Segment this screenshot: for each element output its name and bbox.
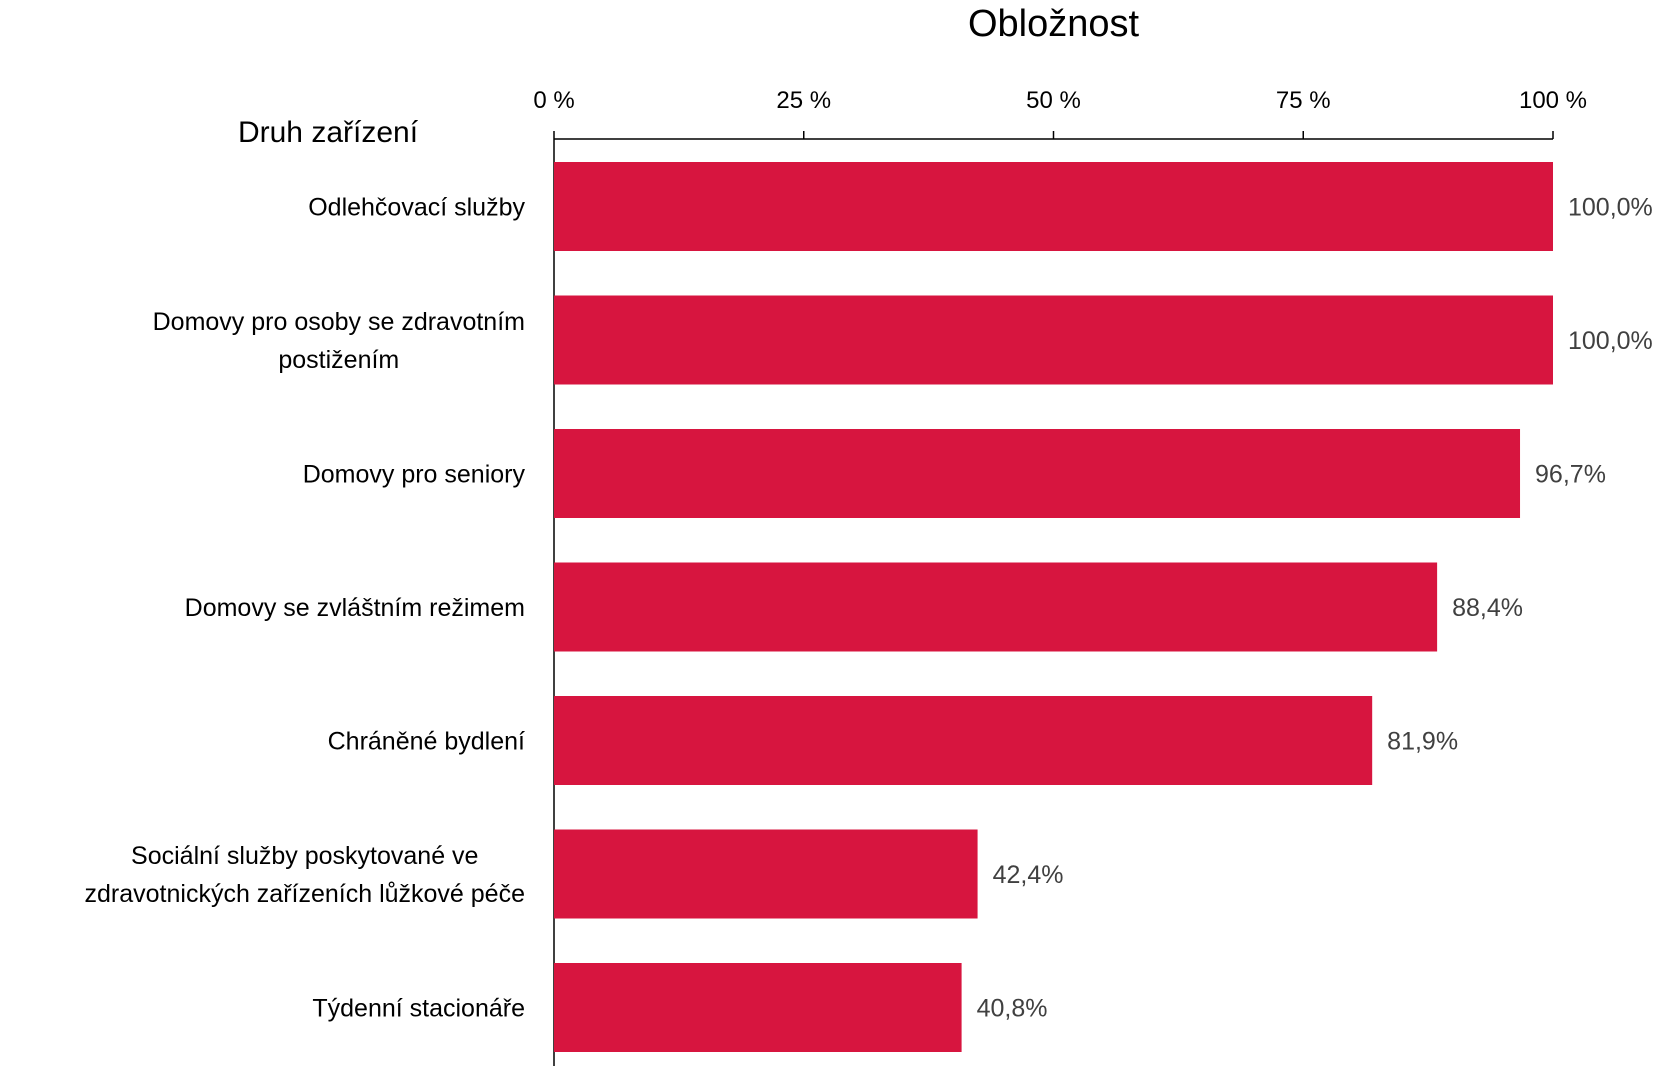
category-label-line: Sociální služby poskytované ve: [131, 842, 478, 870]
category-label-line: postižením: [278, 346, 399, 374]
category-label: Odlehčovací služby: [308, 194, 525, 222]
x-tick-label: 25 %: [776, 87, 831, 114]
data-label: 96,7%: [1535, 461, 1606, 489]
bar: [554, 295, 1553, 385]
category-label: Chráněné bydlení: [328, 728, 525, 756]
category-label-line: Odlehčovací služby: [308, 194, 525, 222]
bar: [554, 162, 1553, 251]
category-label-line: Domovy pro osoby se zdravotním: [153, 308, 525, 336]
bar: [554, 829, 978, 919]
category-labels-group: Odlehčovací služby Domovy pro osoby se zd…: [85, 194, 526, 1023]
bar: [554, 696, 1373, 785]
data-label: 40,8%: [977, 995, 1048, 1023]
data-label: 81,9%: [1387, 728, 1458, 756]
bar: [554, 429, 1521, 518]
category-label: Týdenní stacionáře: [312, 995, 525, 1023]
category-label: Domovy pro seniory: [303, 461, 526, 489]
data-label: 42,4%: [993, 861, 1064, 889]
category-label-line: zdravotnických zařízeních lůžkové péče: [85, 880, 526, 908]
category-label: Domovy pro osoby se zdravotním postižením: [153, 308, 525, 374]
bar: [554, 562, 1438, 652]
x-tick-label: 75 %: [1276, 87, 1331, 114]
data-label: 100,0%: [1568, 194, 1653, 222]
x-axis-title: Obložnost: [968, 3, 1140, 45]
data-labels-group: 100,0% 100,0% 96,7% 88,4% 81,9% 42,4% 40,8%: [977, 194, 1653, 1023]
data-label: 100,0%: [1568, 327, 1653, 355]
category-label-line: Týdenní stacionáře: [312, 995, 525, 1023]
x-tick-label: 50 %: [1026, 87, 1081, 114]
category-label: Sociální služby poskytované ve zdravotnic…: [85, 842, 526, 908]
x-tick-label: 100 %: [1519, 87, 1587, 114]
category-label-line: Domovy se zvláštním režimem: [185, 594, 525, 622]
category-label: Domovy se zvláštním režimem: [185, 594, 525, 622]
bar: [554, 963, 962, 1052]
x-tick-label: 0 %: [533, 87, 574, 114]
x-axis: 0 % 25 % 50 % 75 % 100 %: [533, 87, 1587, 140]
data-label: 88,4%: [1452, 594, 1523, 622]
category-label-line: Domovy pro seniory: [303, 461, 526, 489]
category-label-line: Chráněné bydlení: [328, 728, 525, 756]
bars-group: [554, 162, 1553, 1052]
y-axis-title: Druh zařízení: [238, 116, 419, 149]
